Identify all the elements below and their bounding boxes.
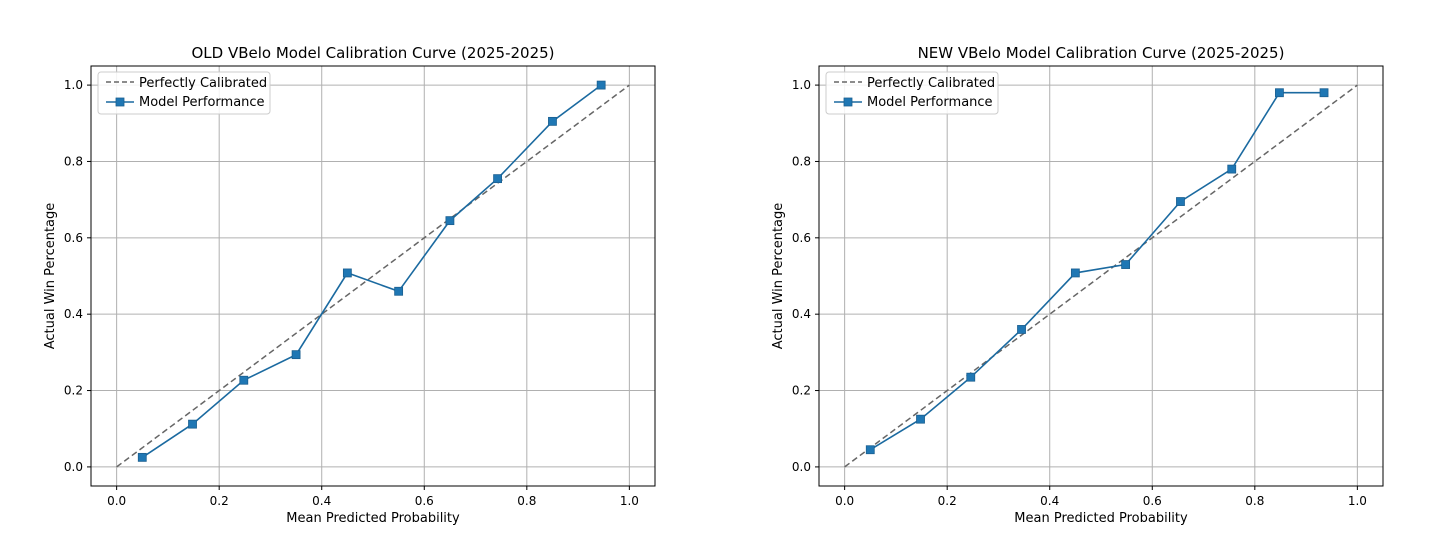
- y-tick-label: 0.6: [64, 231, 83, 245]
- y-axis-label: Actual Win Percentage: [43, 203, 58, 350]
- model-performance-point: [548, 116, 557, 126]
- legend: Perfectly Calibrated Model Performance: [97, 71, 271, 115]
- legend-model-performance-label: Model Performance: [867, 95, 993, 110]
- x-tick-label: 0.2: [938, 494, 957, 508]
- axes-frame: [818, 65, 1384, 487]
- model-performance-point: [1121, 260, 1131, 269]
- x-tick-label: 1.0: [620, 494, 639, 508]
- y-tick-label: 0.8: [792, 154, 811, 168]
- model-performance-point: [1070, 268, 1080, 278]
- model-performance-point: [188, 419, 197, 429]
- x-tick-label: 0.8: [1245, 494, 1264, 508]
- model-performance-layer: [137, 80, 606, 462]
- model-performance-line: [141, 84, 602, 459]
- x-axis-label: Mean Predicted Probability: [286, 511, 460, 526]
- model-performance-point: [1176, 197, 1185, 206]
- x-tick-label: 0.0: [107, 494, 126, 508]
- legend-perfect-calibration-label: Perfectly Calibrated: [139, 76, 267, 91]
- x-tick-label: 0.4: [312, 494, 331, 508]
- legend-model-performance-label: Model Performance: [139, 95, 265, 110]
- model-performance-point: [239, 375, 249, 385]
- x-tick-label: 0.8: [517, 494, 536, 508]
- model-performance-layer: [865, 88, 1329, 455]
- model-performance-point: [596, 80, 606, 90]
- perfect-calibration-line: [844, 84, 1358, 468]
- model-performance-point: [137, 452, 147, 462]
- x-tick-label: 1.0: [1348, 494, 1367, 508]
- x-tick-label: 0.6: [1143, 494, 1162, 508]
- x-tick-label: 0.0: [835, 494, 854, 508]
- model-performance-point: [1319, 88, 1329, 98]
- model-performance-point: [342, 268, 352, 278]
- perfect-calibration-layer: [116, 84, 630, 468]
- x-tick-label: 0.2: [210, 494, 229, 508]
- model-performance-point: [1227, 164, 1237, 174]
- model-performance-point: [916, 414, 925, 424]
- chart-new-calibration: NEW VBelo Model Calibration Curve (2025-…: [771, 44, 1384, 526]
- y-tick-label: 0.6: [792, 231, 811, 245]
- x-tick-label: 0.4: [1040, 494, 1059, 508]
- y-tick-label: 0.8: [64, 154, 83, 168]
- y-axis-label: Actual Win Percentage: [771, 203, 786, 350]
- ticks: 0.0 0.2 0.4 0.6 0.8 1.0 0.0 0.2 0.4 0.6 0.8 1.0: [792, 78, 1367, 508]
- x-axis-label: Mean Predicted Probability: [1014, 511, 1188, 526]
- model-performance-point: [445, 216, 455, 226]
- model-performance-point: [966, 372, 976, 382]
- perfect-calibration-layer: [844, 84, 1358, 468]
- y-tick-label: 1.0: [792, 78, 811, 92]
- grid: [819, 66, 1383, 486]
- model-performance-point: [865, 445, 875, 455]
- y-tick-label: 0.2: [792, 384, 811, 398]
- chart-title: OLD VBelo Model Calibration Curve (2025-…: [191, 44, 554, 62]
- chart-title: NEW VBelo Model Calibration Curve (2025-…: [918, 44, 1285, 62]
- legend-model-performance-marker: [843, 97, 853, 107]
- model-performance-point: [1275, 88, 1284, 98]
- legend-model-performance-marker: [115, 97, 125, 107]
- model-performance-point: [394, 286, 404, 296]
- y-tick-label: 0.0: [792, 460, 811, 474]
- legend-perfect-calibration-label: Perfectly Calibrated: [867, 76, 995, 91]
- legend-box: [825, 71, 999, 115]
- model-performance-point: [291, 350, 301, 360]
- legend-box: [97, 71, 271, 115]
- chart-old-calibration: OLD VBelo Model Calibration Curve (2025-…: [43, 44, 656, 526]
- x-tick-label: 0.6: [415, 494, 434, 508]
- model-performance-point: [493, 174, 502, 184]
- ticks: 0.0 0.2 0.4 0.6 0.8 1.0 0.0 0.2 0.4 0.6 0.8 1.0: [64, 78, 639, 508]
- perfect-calibration-line: [116, 84, 630, 468]
- y-tick-label: 0.4: [792, 307, 811, 321]
- axes-frame: [90, 65, 656, 487]
- y-tick-label: 0.2: [64, 384, 83, 398]
- model-performance-point: [1017, 325, 1026, 334]
- y-tick-label: 0.4: [64, 307, 83, 321]
- y-tick-label: 1.0: [64, 78, 83, 92]
- model-performance-line: [869, 91, 1324, 451]
- legend: Perfectly Calibrated Model Performance: [825, 71, 999, 115]
- y-tick-label: 0.0: [64, 460, 83, 474]
